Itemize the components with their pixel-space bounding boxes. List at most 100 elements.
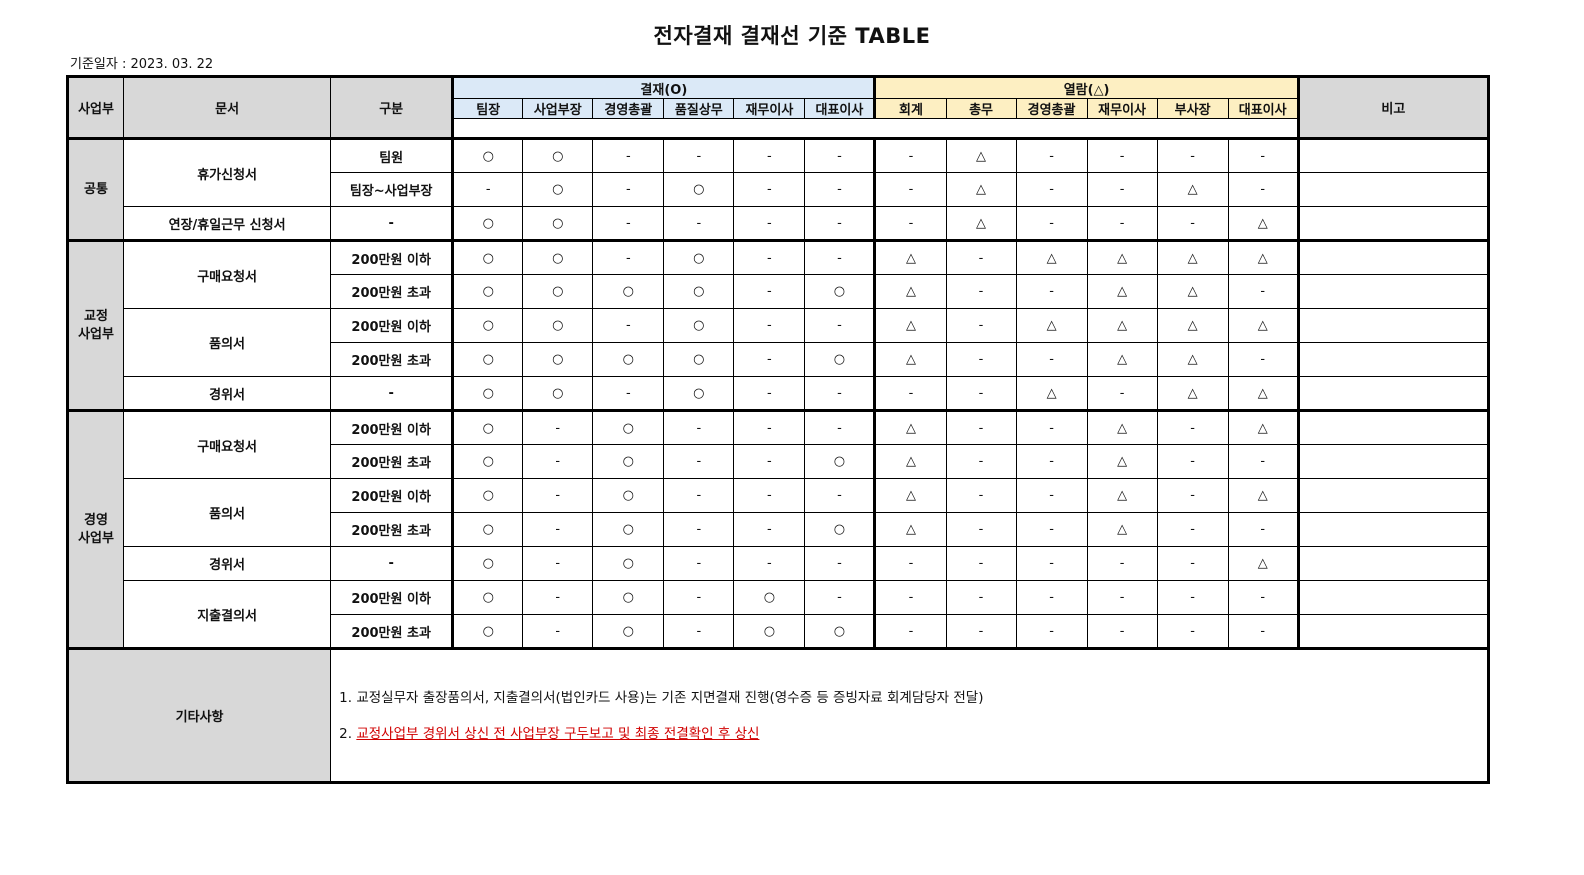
view-mark: -: [1227, 580, 1300, 615]
category-cell: -: [330, 376, 455, 411]
category-cell: 200만원 이하: [330, 580, 455, 615]
view-mark: △: [1086, 409, 1158, 445]
document-name: 경위서: [123, 546, 332, 581]
header-approval-role: 대표이사: [804, 98, 877, 119]
approval-mark: ○: [804, 444, 877, 479]
view-mark: △: [1086, 342, 1158, 377]
view-mark: -: [1015, 172, 1088, 207]
category-cell: 200만원 초과: [330, 512, 455, 547]
document-name: 휴가신청서: [123, 137, 332, 207]
table-row: 연장/휴일근무 신청서 - ○ ○ - - - - - △ - - - △: [68, 206, 1490, 241]
table-row: 경영 사업부 구매요청서 200만원 이하 ○ - ○ - - - △ - - △ - △: [66, 409, 1490, 649]
remarks-cell: [1297, 614, 1490, 649]
notes-content: 1. 교정실무자 출장품의서, 지출결의서(법인카드 사용)는 기존 지면결재 …: [330, 647, 1489, 783]
category-cell: 200만원 초과: [330, 614, 455, 649]
view-mark: △: [1227, 239, 1300, 275]
view-mark: -: [1086, 376, 1158, 411]
view-mark: -: [1227, 172, 1300, 207]
approval-mark: ○: [592, 409, 665, 445]
approval-mark: ○: [452, 512, 524, 547]
view-mark: △: [945, 206, 1017, 241]
view-mark: -: [1227, 342, 1300, 377]
approval-mark: -: [733, 478, 806, 513]
remarks-cell: [1297, 512, 1490, 547]
view-mark: -: [1156, 546, 1229, 581]
view-mark: △: [1156, 376, 1229, 411]
header-approval-role: 사업부장: [522, 98, 594, 119]
category-cell: 200만원 이하: [330, 478, 455, 513]
approval-mark: -: [663, 478, 735, 513]
view-mark: -: [945, 274, 1017, 309]
table-row: 200만원 초과 ○ - ○ - ○ ○ - - - - - -: [68, 614, 1490, 649]
approval-mark: -: [804, 546, 877, 581]
approval-mark: ○: [522, 239, 594, 275]
view-mark: △: [945, 137, 1017, 173]
view-mark: -: [1015, 580, 1088, 615]
view-mark: -: [1086, 614, 1158, 649]
view-mark: -: [1086, 137, 1158, 173]
approval-mark: -: [663, 206, 735, 241]
notes-label: 기타사항: [66, 647, 332, 783]
view-mark: -: [874, 614, 947, 649]
view-mark: -: [1015, 546, 1088, 581]
approval-mark: ○: [592, 546, 665, 581]
view-mark: △: [1086, 512, 1158, 547]
approval-mark: ○: [522, 137, 594, 173]
table-row: 200만원 초과 ○ ○ ○ ○ - ○ △ - - △ △ -: [68, 274, 1490, 309]
header-approval-role: 재무이사: [733, 98, 806, 119]
approval-mark: ○: [452, 342, 524, 377]
header-view-role: 회계: [874, 98, 947, 119]
view-mark: △: [1086, 478, 1158, 513]
view-mark: △: [1156, 342, 1229, 377]
header-division: 사업부: [66, 76, 125, 139]
view-mark: -: [874, 580, 947, 615]
view-mark: △: [874, 274, 947, 309]
header-view-role: 재무이사: [1086, 98, 1158, 119]
view-mark: -: [945, 478, 1017, 513]
approval-mark: ○: [804, 274, 877, 309]
document-name: 경위서: [123, 376, 332, 411]
category-cell: 200만원 이하: [330, 239, 455, 275]
view-mark: -: [1227, 614, 1300, 649]
view-mark: -: [874, 546, 947, 581]
approval-mark: ○: [452, 274, 524, 309]
page-title: 전자결재 결재선 기준 TABLE: [653, 24, 931, 48]
approval-mark: -: [804, 376, 877, 411]
view-mark: -: [1015, 444, 1088, 479]
view-mark: -: [1156, 206, 1229, 241]
category-cell: 200만원 초과: [330, 444, 455, 479]
view-mark: -: [945, 239, 1017, 275]
view-mark: -: [874, 172, 947, 207]
approval-mark: ○: [452, 546, 524, 581]
table-row: 공통 휴가신청서 팀원 ○ ○ - - - - - △ - - - -: [66, 137, 1490, 241]
view-mark: △: [1086, 444, 1158, 479]
header-spacer: [452, 118, 1300, 139]
division-cell: 교정 사업부: [66, 239, 125, 411]
approval-mark: ○: [452, 614, 524, 649]
approval-mark: -: [522, 512, 594, 547]
view-mark: -: [1015, 274, 1088, 309]
view-mark: -: [1227, 137, 1300, 173]
note-item: 1. 교정실무자 출장품의서, 지출결의서(법인카드 사용)는 기존 지면결재 …: [339, 680, 1487, 716]
remarks-cell: [1297, 239, 1490, 275]
view-mark: -: [1086, 546, 1158, 581]
division-cell: 공통: [66, 137, 125, 241]
header-view-role: 대표이사: [1227, 98, 1300, 119]
view-mark: △: [874, 308, 947, 343]
remarks-cell: [1297, 444, 1490, 479]
table-row: 교정 사업부 구매요청서 200만원 이하 ○ ○ - ○ - - △ - △ △ △ △: [66, 239, 1490, 411]
approval-mark: -: [733, 239, 806, 275]
view-mark: △: [1227, 376, 1300, 411]
approval-mark: ○: [804, 512, 877, 547]
document-name: 지출결의서: [123, 580, 332, 649]
approval-mark: ○: [522, 308, 594, 343]
header-remarks: 비고: [1297, 76, 1490, 139]
view-mark: -: [1156, 444, 1229, 479]
approval-mark: ○: [663, 376, 735, 411]
approval-mark: ○: [733, 614, 806, 649]
view-mark: -: [874, 376, 947, 411]
approval-mark: -: [592, 172, 665, 207]
view-mark: △: [874, 512, 947, 547]
approval-mark: ○: [663, 172, 735, 207]
document-name: 품의서: [123, 478, 332, 547]
